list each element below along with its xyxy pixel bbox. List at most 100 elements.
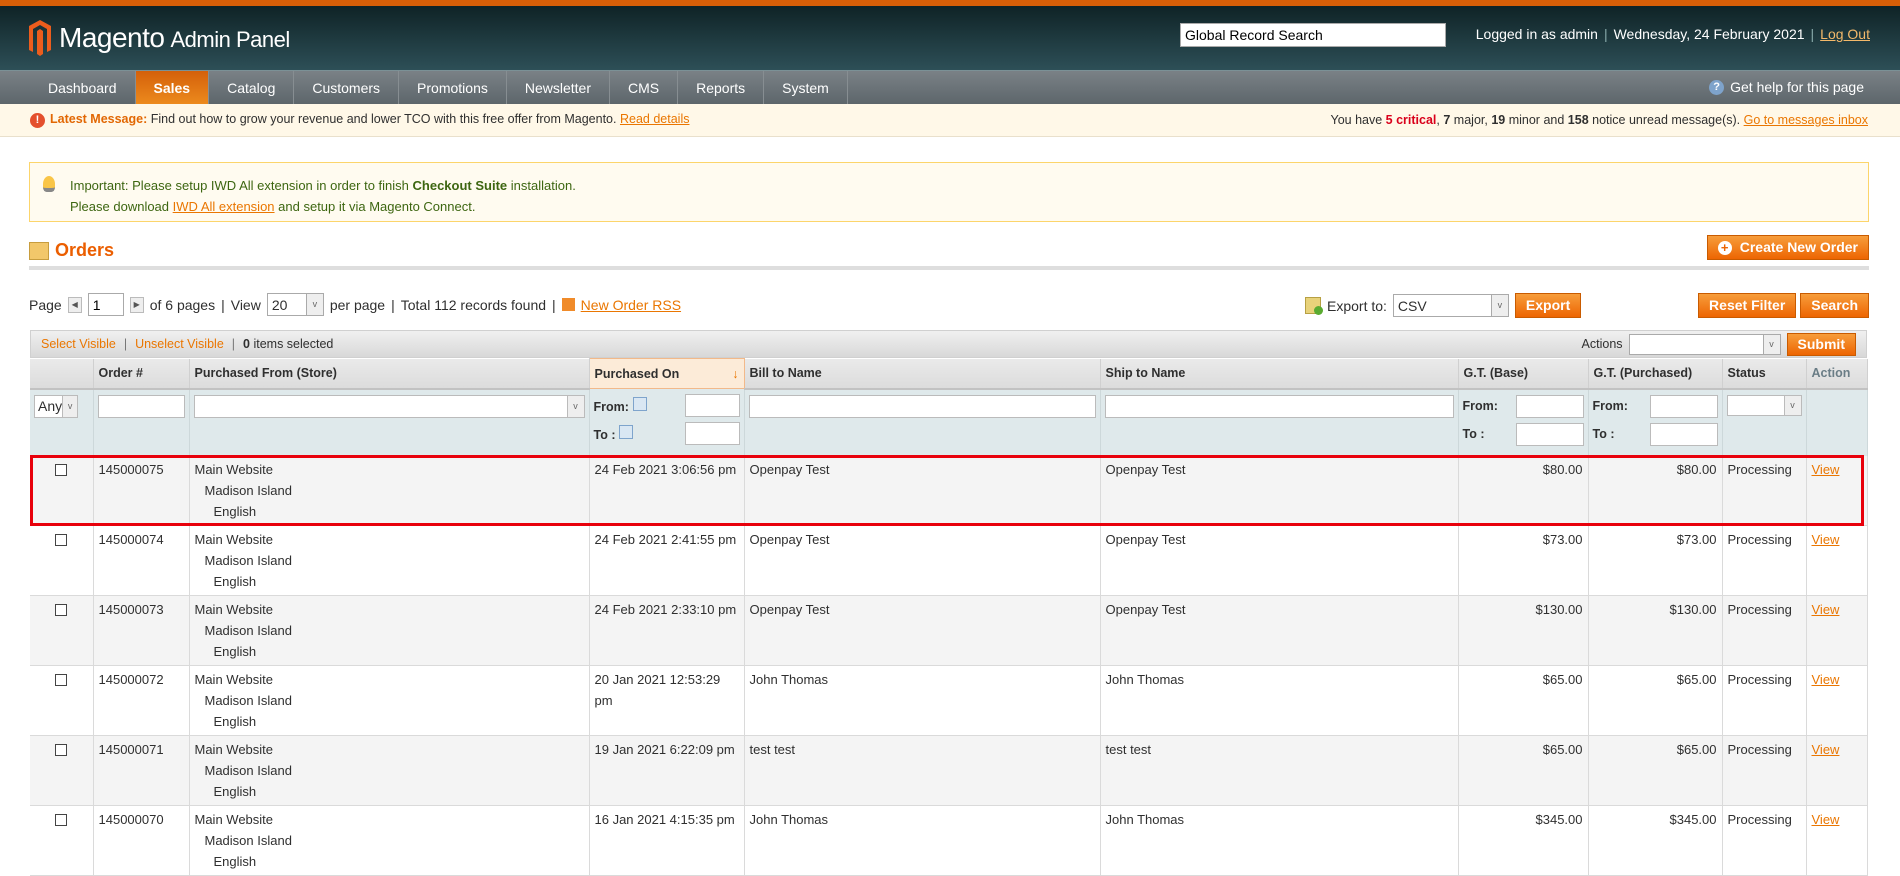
status: Processing xyxy=(1722,455,1807,526)
nav-promotions[interactable]: Promotions xyxy=(399,71,507,104)
column-header-gt-purchased[interactable]: G.T. (Purchased) xyxy=(1588,358,1723,390)
column-header-purchased-on[interactable]: Purchased On ↓ xyxy=(588,358,745,389)
select-visible-link[interactable]: Select Visible xyxy=(41,337,116,351)
column-header-gt-base[interactable]: G.T. (Base) xyxy=(1458,358,1589,390)
help-icon: ? xyxy=(1709,79,1725,95)
read-details-link[interactable]: Read details xyxy=(619,112,690,127)
column-header-store[interactable]: Purchased From (Store) xyxy=(189,358,590,390)
nav-newsletter[interactable]: Newsletter xyxy=(507,71,610,104)
bill-to-filter-input[interactable] xyxy=(748,394,1096,418)
order-filter-input[interactable] xyxy=(97,394,185,418)
nav-sales[interactable]: Sales xyxy=(135,71,210,104)
order-number: 145000071 xyxy=(93,735,190,806)
logout-link[interactable]: Log Out xyxy=(1820,26,1870,42)
row-checkbox[interactable] xyxy=(55,604,68,616)
magento-logo[interactable]: Magento Admin Panel xyxy=(29,20,290,56)
view-link[interactable]: View xyxy=(1811,602,1840,617)
table-row[interactable]: 145000071 Main Website Madison Island Engl… xyxy=(30,735,1868,806)
export-format-select[interactable]: CSV v xyxy=(1392,294,1509,317)
global-search-input[interactable] xyxy=(1180,23,1446,47)
store-website: Main Website xyxy=(194,461,274,477)
unselect-visible-link[interactable]: Unselect Visible xyxy=(135,337,224,351)
purchased-on: 16 Jan 2021 4:15:35 pm xyxy=(589,805,745,876)
date-to-input[interactable] xyxy=(684,422,740,445)
view-link[interactable]: View xyxy=(1811,461,1840,477)
help-link[interactable]: ? Get help for this page xyxy=(1709,79,1864,95)
filter-buttons: Reset Filter Search xyxy=(1698,293,1869,318)
table-row[interactable]: 145000072 Main Website Madison Island Engl… xyxy=(30,665,1868,736)
select-cell xyxy=(30,805,94,876)
table-row[interactable]: 145000070 Main Website Madison Island Engl… xyxy=(30,805,1868,876)
ship-to-filter-input[interactable] xyxy=(1104,394,1454,418)
from-label: From: xyxy=(593,400,629,414)
nav-customers[interactable]: Customers xyxy=(294,71,400,104)
nav-system[interactable]: System xyxy=(764,71,848,104)
page-input[interactable] xyxy=(87,293,124,316)
gt-purchased-to-input[interactable] xyxy=(1649,422,1718,446)
gt-base-to-input[interactable] xyxy=(1515,422,1584,446)
gt-purchased-from-input[interactable] xyxy=(1649,394,1718,418)
notice-bold: Checkout Suite xyxy=(412,178,508,193)
gt-purchased: $73.00 xyxy=(1588,525,1723,596)
calendar-icon[interactable] xyxy=(619,425,634,439)
prev-page-button[interactable]: ◀ xyxy=(67,296,82,313)
calendar-icon[interactable] xyxy=(632,397,647,411)
export-button[interactable]: Export xyxy=(1514,293,1582,318)
gt-base: $345.00 xyxy=(1458,805,1589,876)
store-view: English xyxy=(213,503,257,519)
gt-base-from-input[interactable] xyxy=(1515,394,1584,418)
create-new-order-button[interactable]: + Create New Order xyxy=(1706,235,1869,260)
store-website: Main Website xyxy=(194,812,274,827)
table-row[interactable]: 145000075 Main Website Madison Island Engl… xyxy=(30,455,1868,526)
row-checkbox[interactable] xyxy=(55,463,68,476)
view-link[interactable]: View xyxy=(1811,532,1840,547)
date-from-input[interactable] xyxy=(684,394,740,417)
submit-button[interactable]: Submit xyxy=(1786,332,1856,356)
row-checkbox[interactable] xyxy=(55,744,68,756)
action-cell: View xyxy=(1806,735,1868,806)
nav-reports[interactable]: Reports xyxy=(678,71,765,104)
row-checkbox[interactable] xyxy=(55,814,68,826)
store-filter-select[interactable]: v xyxy=(193,394,585,418)
actions-label: Actions xyxy=(1581,337,1623,351)
search-button[interactable]: Search xyxy=(1800,293,1869,318)
table-row[interactable]: 145000074 Main Website Madison Island Engl… xyxy=(30,525,1868,596)
pager: Page ◀ ▶ of 6 pages| View 20v per page| … xyxy=(29,293,681,316)
row-checkbox[interactable] xyxy=(55,534,68,546)
store-website: Main Website xyxy=(194,742,274,757)
view-link[interactable]: View xyxy=(1811,672,1840,687)
main-nav: Dashboard Sales Catalog Customers Promotions… xyxy=(0,70,1900,104)
column-label: Purchased On xyxy=(594,366,680,381)
per-page-select[interactable]: 20 v xyxy=(266,293,324,316)
select-filter[interactable]: Any v xyxy=(34,394,78,418)
nav-catalog[interactable]: Catalog xyxy=(209,71,295,104)
column-header-action: Action xyxy=(1806,358,1868,390)
major-label: major, xyxy=(1453,113,1488,127)
select-cell xyxy=(30,595,94,666)
iwd-extension-link[interactable]: IWD All extension xyxy=(172,199,275,214)
gt-base: $130.00 xyxy=(1458,595,1589,666)
column-header-order[interactable]: Order # xyxy=(93,358,190,390)
new-order-rss-link[interactable]: New Order RSS xyxy=(580,296,682,313)
store-group: Madison Island xyxy=(204,553,292,568)
status-filter-select[interactable]: v xyxy=(1726,394,1802,416)
reset-filter-button[interactable]: Reset Filter xyxy=(1698,293,1797,318)
view-link[interactable]: View xyxy=(1811,742,1840,757)
store-cell: Main Website Madison Island English xyxy=(189,595,590,666)
messages-inbox-link[interactable]: Go to messages inbox xyxy=(1743,113,1868,127)
view-label: View xyxy=(230,296,261,313)
view-link[interactable]: View xyxy=(1811,812,1840,827)
action-cell: View xyxy=(1806,525,1868,596)
notice-text: and setup it via Magento Connect. xyxy=(278,199,476,214)
actions-select[interactable]: v xyxy=(1628,333,1781,355)
nav-cms[interactable]: CMS xyxy=(610,71,679,104)
notice-text: Please download xyxy=(70,199,170,214)
ship-to-name: Openpay Test xyxy=(1100,525,1459,596)
next-page-button[interactable]: ▶ xyxy=(129,296,144,313)
column-header-status[interactable]: Status xyxy=(1722,358,1807,390)
row-checkbox[interactable] xyxy=(55,674,68,686)
column-header-bill-to[interactable]: Bill to Name xyxy=(744,358,1101,390)
table-row[interactable]: 145000073 Main Website Madison Island Engl… xyxy=(30,595,1868,666)
nav-dashboard[interactable]: Dashboard xyxy=(30,71,136,104)
column-header-ship-to[interactable]: Ship to Name xyxy=(1100,358,1459,390)
